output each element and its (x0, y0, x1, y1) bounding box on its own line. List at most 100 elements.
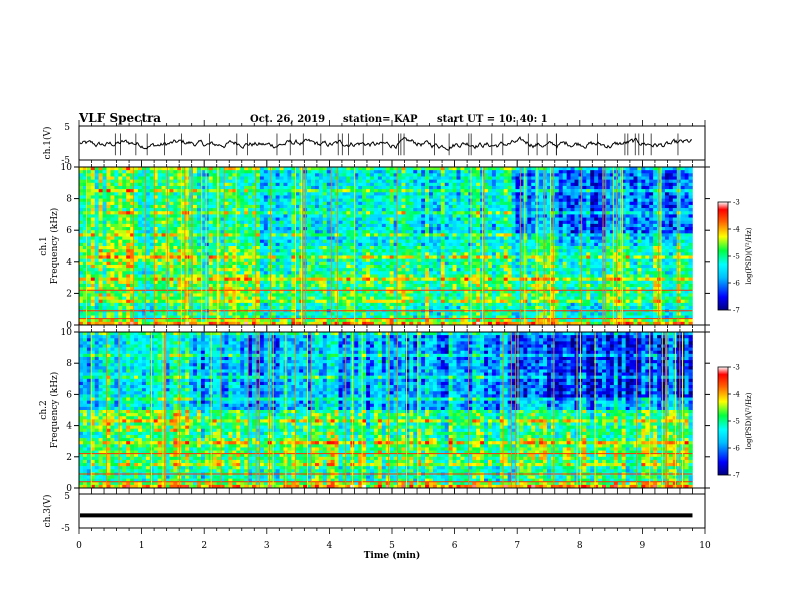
spec1-cell (531, 255, 536, 259)
spec1-cell (523, 189, 528, 193)
spec1-cell (362, 173, 367, 177)
spec1-cell (546, 246, 552, 250)
spec1-cell (401, 246, 406, 250)
spec1-cell (523, 233, 528, 237)
spec1-cell (637, 230, 642, 234)
spec1-cell (82, 195, 88, 199)
spec1-cell (373, 255, 379, 259)
spec1-cell (322, 208, 328, 212)
spec1-cell (578, 249, 583, 253)
spec1-cell (318, 233, 324, 237)
spec1-cell (79, 246, 84, 250)
spec1-cell (605, 249, 611, 253)
spec1-cell (480, 264, 485, 269)
spec1-cell (252, 198, 257, 203)
spec1-cell (389, 220, 394, 225)
spec1-cell (381, 258, 387, 263)
spec1-cell (283, 217, 288, 222)
spec1-cell (279, 255, 284, 259)
spec1-cell (224, 230, 229, 234)
spec1-cell (586, 214, 591, 218)
spec1-cell (649, 217, 654, 222)
spec1-cell (157, 204, 162, 209)
spec1-cell (118, 233, 123, 237)
spec1-cell (602, 173, 607, 177)
spec1-cell (393, 252, 398, 256)
spec1-cell (279, 179, 284, 184)
spec1-cell (82, 239, 88, 244)
spec1-cell (94, 192, 99, 196)
spec1-cell (228, 167, 233, 171)
spec1-cell (484, 220, 489, 225)
spec1-cell (114, 261, 119, 266)
spec1-cell (366, 170, 371, 174)
spec1-cell (629, 246, 634, 250)
spec1-cell (668, 230, 674, 234)
spec1-cell (224, 236, 229, 240)
spec1-cell (224, 176, 229, 180)
spec1-cell (405, 201, 410, 206)
spec1-cell (161, 170, 166, 174)
spec1-cell (649, 185, 654, 190)
spec1-cell (244, 242, 249, 247)
spec1-cell (248, 258, 253, 263)
spec1-cell (661, 179, 666, 184)
spec1-cell (318, 258, 324, 263)
spec1-cell (590, 233, 595, 237)
spec1-cell (448, 233, 453, 237)
spec1-cell (90, 198, 96, 203)
spec1-cell (259, 261, 265, 266)
spec1-cell (417, 227, 422, 231)
spec1-cell (688, 211, 693, 215)
spec1-cell (377, 201, 383, 206)
spec1-cell (366, 201, 371, 206)
spec1-cell (86, 223, 92, 228)
spec1-cell (582, 217, 587, 222)
spec1-cell (527, 192, 532, 196)
spec1-cell (397, 195, 402, 199)
spec1-cell (464, 239, 469, 244)
spec1-cell (452, 201, 457, 206)
spec1-cell (641, 230, 646, 234)
spec1-cell (252, 201, 257, 206)
spec1-cell (193, 195, 198, 199)
spec1-cell (562, 252, 567, 256)
spec1-cell (389, 258, 394, 263)
spec1-cell (621, 236, 626, 240)
spec1-cell (472, 236, 477, 240)
spec1-cell (527, 173, 532, 177)
spec1-cell (456, 255, 461, 259)
spec1-cell (476, 214, 481, 218)
spec1-cell (527, 179, 532, 184)
spec1-cell (432, 249, 438, 253)
spec1-cell (114, 233, 119, 237)
spec1-cell (566, 204, 571, 209)
spec1-cell (605, 198, 611, 203)
spec1-cell (173, 223, 178, 228)
spec1-cell (381, 182, 387, 187)
spec1-cell (114, 242, 119, 247)
spec1-cell (236, 173, 241, 177)
spec1-cell (173, 173, 178, 177)
spec1-cell (657, 230, 662, 234)
spec1-cell (279, 236, 284, 240)
spec1-cell (444, 239, 449, 244)
spec1-cell (594, 220, 599, 225)
spec1-cell (629, 239, 634, 244)
spec1-cell (102, 252, 107, 256)
spec1-cell (668, 185, 674, 190)
spec1-cell (432, 170, 438, 174)
spec1-cell (672, 204, 678, 209)
spec1-cell (519, 201, 524, 206)
spec1-cell (570, 236, 575, 240)
spec1-cell (582, 255, 587, 259)
spec1-cell (515, 233, 520, 237)
spec1-cell (609, 255, 615, 259)
spec1-cell (248, 179, 253, 184)
spec1-cell (664, 189, 670, 193)
spec1-cell (680, 182, 685, 187)
spec1-cell (137, 195, 143, 199)
spec1-cell (436, 258, 442, 263)
spec1-cell (122, 230, 127, 234)
spec1-cell (228, 217, 233, 222)
